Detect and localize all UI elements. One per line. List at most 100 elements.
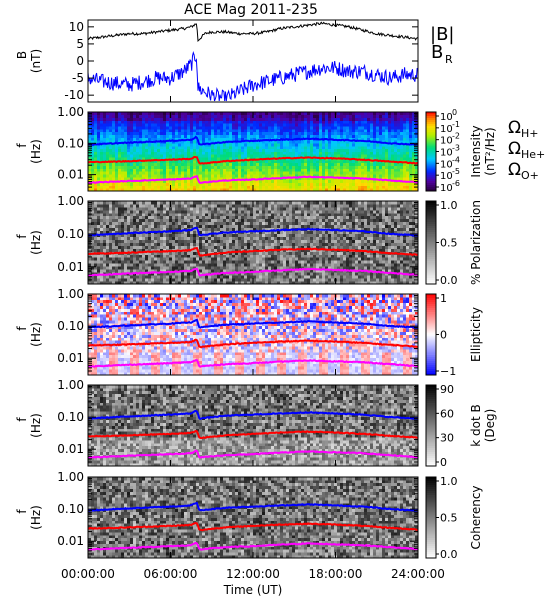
spectrogram-cell: [169, 239, 173, 243]
spectrogram-cell: [145, 260, 149, 264]
spectrogram-cell: [271, 123, 275, 127]
spectrogram-cell: [268, 251, 272, 255]
spectrogram-cell: [280, 123, 284, 127]
spectrogram-cell: [124, 145, 128, 150]
spectrogram-cell: [187, 154, 191, 158]
spectrogram-cell: [229, 215, 233, 220]
spectrogram-cell: [259, 275, 263, 279]
spectrogram-cell: [115, 248, 119, 252]
spectrogram-cell: [175, 218, 179, 223]
spectrogram-cell: [346, 114, 350, 119]
spectrogram-cell: [388, 140, 392, 144]
spectrogram-cell: [193, 269, 197, 273]
spectrogram-cell: [352, 182, 356, 186]
spectrogram-cell: [118, 174, 122, 178]
series-line-b-total: [87, 21, 419, 43]
spectrogram-cell: [181, 260, 185, 264]
spectrogram-cell: [352, 162, 356, 167]
figure-title: ACE Mag 2011-235: [184, 2, 318, 18]
spectrogram-cell: [169, 154, 173, 158]
spectrogram-cell: [283, 174, 287, 178]
spectrogram-cell: [289, 162, 293, 167]
spectrogram-cell: [94, 137, 98, 141]
spectrogram-cell: [181, 206, 185, 211]
spectrogram-cell: [160, 266, 164, 270]
spectrogram-cell: [307, 117, 311, 121]
spectrogram-cell: [106, 112, 110, 116]
spectrogram-cell: [262, 159, 266, 164]
spectrogram-cell: [214, 201, 218, 205]
spectrogram-cell: [118, 260, 122, 264]
spectrogram-cell: [211, 212, 215, 217]
spectrogram-cell: [247, 117, 251, 121]
spectrogram-cell: [268, 154, 272, 158]
spectrogram-cell: [232, 117, 236, 121]
spectrogram-cell: [136, 248, 140, 252]
spectrogram-cell: [244, 272, 248, 276]
spectrogram-cell: [115, 182, 119, 186]
spectrogram-cell: [121, 134, 125, 138]
spectrogram-cell: [319, 131, 323, 135]
spectrogram-cell: [235, 188, 239, 192]
spectrogram-cell: [142, 278, 146, 282]
spectrogram-cell: [334, 131, 338, 135]
spectrogram-cell: [118, 221, 122, 226]
spectrogram-cell: [97, 224, 101, 229]
spectrogram-cell: [223, 171, 227, 175]
spectrogram-cell: [262, 275, 266, 279]
spectrogram-cell: [241, 176, 245, 181]
spectrogram-cell: [208, 209, 212, 214]
spectrogram-cell: [388, 154, 392, 158]
spectrogram-cell: [397, 145, 401, 150]
spectrogram-cell: [139, 171, 143, 175]
spectrogram-cell: [343, 182, 347, 186]
spectrogram-cell: [115, 120, 119, 124]
spectrogram-cell: [241, 154, 245, 158]
spectrogram-cell: [280, 128, 284, 133]
spectrogram-cell: [361, 131, 365, 135]
spectrogram-cell: [388, 123, 392, 127]
spectrogram-cell: [310, 159, 314, 164]
spectrogram-cell: [220, 165, 224, 169]
spectrogram-cell: [151, 233, 155, 237]
spectrogram-cell: [247, 159, 251, 164]
spectrogram-cell: [145, 165, 149, 169]
spectrogram-cell: [373, 188, 377, 192]
spectrogram-cell: [136, 233, 140, 237]
spectrogram-cell: [268, 227, 272, 232]
spectrogram-cell: [358, 151, 362, 155]
spectrogram-cell: [109, 140, 113, 144]
spectrogram-cell: [211, 278, 215, 282]
spectrogram-cell: [166, 260, 170, 264]
spectrogram-cell: [235, 281, 239, 285]
spectrogram-cell: [130, 248, 134, 252]
spectrogram-cell: [331, 123, 335, 127]
spectrogram-cell: [190, 131, 194, 135]
spectrogram-cell: [244, 188, 248, 192]
spectrogram-cell: [97, 203, 101, 208]
spectrogram-cell: [88, 140, 92, 144]
spectrogram-cell: [184, 171, 188, 175]
spectrogram-cell: [400, 120, 404, 124]
spectrogram-cell: [271, 221, 275, 226]
spectrogram-cell: [145, 128, 149, 133]
spectrogram-cell: [265, 206, 269, 211]
spectrogram-cell: [277, 188, 281, 192]
spectrogram-cell: [142, 218, 146, 223]
spectrogram-cell: [256, 120, 260, 124]
spectrogram-cell: [184, 162, 188, 167]
spectrogram-cell: [169, 242, 173, 246]
spectrogram-cell: [295, 174, 299, 178]
spectrogram-cell: [100, 120, 104, 124]
spectrogram-cell: [226, 148, 230, 152]
spectrogram-cell: [355, 162, 359, 167]
spectrogram-cell: [313, 176, 317, 181]
spectrogram-cell: [343, 151, 347, 155]
spectrogram-cell: [190, 245, 194, 249]
spectrogram-cell: [100, 145, 104, 150]
spectrogram-cell: [151, 281, 155, 285]
spectrogram-cell: [130, 126, 134, 130]
colorbar-tick-exponent: -5: [452, 167, 460, 176]
spectrogram-cell: [217, 131, 221, 135]
spectrogram-cell: [196, 168, 200, 172]
